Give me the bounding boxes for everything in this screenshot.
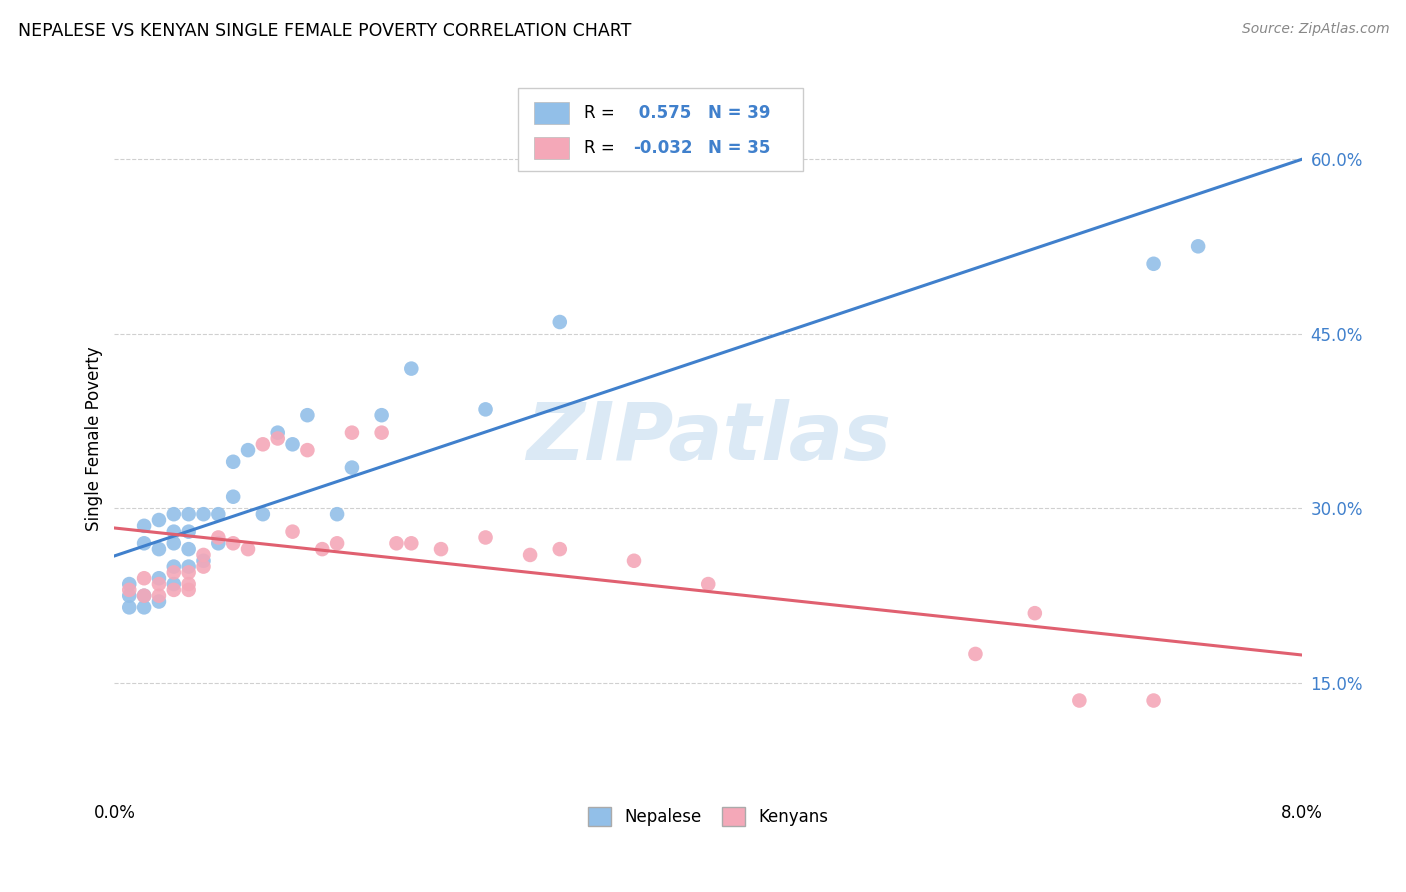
Point [163, 507, 186, 521]
Point [385, 536, 408, 550]
Point [252, 507, 274, 521]
Point [697, 577, 720, 591]
Point [177, 507, 200, 521]
Text: ZIPatlas: ZIPatlas [526, 400, 891, 477]
Point [222, 536, 245, 550]
Point [207, 507, 229, 521]
FancyBboxPatch shape [534, 137, 569, 159]
Point [370, 408, 392, 422]
Point [177, 582, 200, 597]
Legend: Nepalese, Kenyans: Nepalese, Kenyans [579, 798, 837, 835]
Point [193, 548, 215, 562]
Point [132, 536, 155, 550]
Point [519, 548, 541, 562]
Point [118, 582, 141, 597]
Point [311, 542, 333, 557]
Point [340, 460, 363, 475]
Point [267, 425, 290, 440]
Point [163, 559, 186, 574]
Point [474, 402, 496, 417]
Point [163, 536, 186, 550]
Point [193, 554, 215, 568]
Point [1142, 693, 1164, 707]
Point [297, 443, 319, 458]
Point [148, 571, 170, 585]
Text: Source: ZipAtlas.com: Source: ZipAtlas.com [1241, 22, 1389, 37]
Point [222, 490, 245, 504]
Point [207, 536, 229, 550]
Point [163, 566, 186, 580]
Point [236, 542, 259, 557]
Point [326, 536, 349, 550]
Point [1069, 693, 1091, 707]
Point [132, 518, 155, 533]
Point [177, 566, 200, 580]
Point [236, 443, 259, 458]
Point [148, 589, 170, 603]
Point [1187, 239, 1209, 253]
Point [965, 647, 987, 661]
Point [267, 432, 290, 446]
Text: R =: R = [583, 104, 620, 122]
Text: R =: R = [583, 139, 620, 157]
FancyBboxPatch shape [519, 88, 803, 171]
Point [222, 455, 245, 469]
Text: N = 35: N = 35 [709, 139, 770, 157]
Point [281, 437, 304, 451]
Point [548, 315, 571, 329]
Point [163, 582, 186, 597]
Point [370, 425, 392, 440]
Text: -0.032: -0.032 [634, 139, 693, 157]
Point [193, 507, 215, 521]
Point [1142, 257, 1164, 271]
Y-axis label: Single Female Poverty: Single Female Poverty [86, 346, 103, 531]
Point [401, 361, 423, 376]
Point [118, 577, 141, 591]
FancyBboxPatch shape [534, 103, 569, 124]
Point [118, 589, 141, 603]
Point [430, 542, 453, 557]
Point [132, 589, 155, 603]
Point [132, 589, 155, 603]
Point [177, 577, 200, 591]
Point [177, 559, 200, 574]
Text: 0.575: 0.575 [634, 104, 692, 122]
Point [297, 408, 319, 422]
Point [193, 559, 215, 574]
Point [177, 542, 200, 557]
Point [340, 425, 363, 440]
Point [623, 554, 645, 568]
Point [148, 577, 170, 591]
Point [252, 437, 274, 451]
Point [163, 524, 186, 539]
Point [401, 536, 423, 550]
Text: N = 39: N = 39 [709, 104, 770, 122]
Text: NEPALESE VS KENYAN SINGLE FEMALE POVERTY CORRELATION CHART: NEPALESE VS KENYAN SINGLE FEMALE POVERTY… [18, 22, 631, 40]
Point [177, 524, 200, 539]
Point [163, 577, 186, 591]
Point [474, 531, 496, 545]
Point [132, 600, 155, 615]
Point [118, 600, 141, 615]
Point [281, 524, 304, 539]
Point [326, 507, 349, 521]
Point [548, 542, 571, 557]
Point [148, 542, 170, 557]
Point [148, 513, 170, 527]
Point [148, 594, 170, 608]
Point [1024, 606, 1046, 620]
Point [132, 571, 155, 585]
Point [207, 531, 229, 545]
